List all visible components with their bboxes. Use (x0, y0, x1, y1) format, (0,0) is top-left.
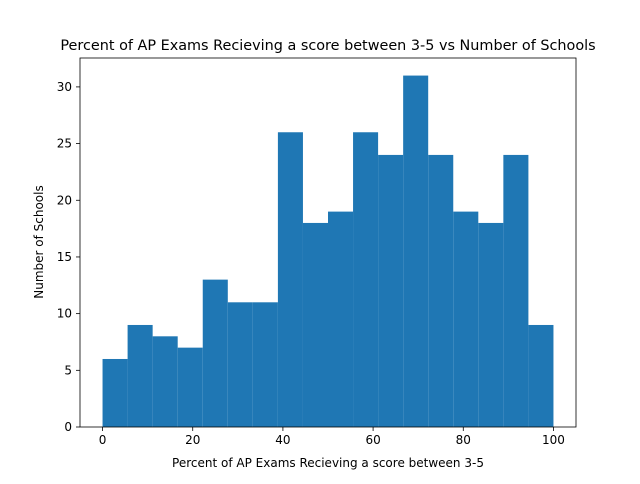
histogram-bar (428, 154, 454, 427)
x-tick-label: 100 (542, 433, 565, 447)
y-tick-label: 25 (57, 137, 72, 151)
histogram-bar (202, 279, 228, 427)
x-tick-label: 0 (99, 433, 107, 447)
y-axis-label: Number of Schools (32, 185, 46, 299)
chart-title: Percent of AP Exams Recieving a score be… (60, 38, 595, 54)
histogram-bar (403, 75, 429, 428)
histogram-bar (277, 132, 303, 427)
y-tick-label: 30 (57, 80, 72, 94)
y-tick-label: 15 (57, 250, 72, 264)
histogram-bar (227, 302, 253, 427)
histogram-bar (453, 211, 479, 427)
bars-layer (102, 75, 554, 428)
y-tick-label: 10 (57, 307, 72, 321)
x-tick-label: 60 (365, 433, 380, 447)
y-tick-label: 20 (57, 193, 72, 207)
x-axis-label: Percent of AP Exams Recieving a score be… (172, 456, 484, 470)
histogram-bar (127, 324, 153, 427)
axes-layer: 0 20 40 60 80 100 0 5 10 15 20 25 30 (57, 57, 577, 447)
histogram-bar (102, 358, 128, 427)
histogram-bar (478, 222, 504, 427)
histogram-bar (302, 222, 328, 427)
x-tick-label: 40 (275, 433, 290, 447)
histogram-bar (528, 324, 554, 427)
histogram-bar (378, 154, 404, 427)
x-tick-label: 80 (456, 433, 471, 447)
histogram-bar (152, 336, 178, 427)
y-tick-label: 5 (64, 363, 72, 377)
plot-frame (79, 57, 577, 428)
x-tick-label: 20 (185, 433, 200, 447)
histogram-bar (177, 347, 203, 427)
histogram-bar (503, 154, 529, 427)
histogram-bar (353, 132, 379, 427)
y-tick-label: 0 (64, 420, 72, 434)
histogram-bar (252, 302, 278, 427)
histogram-bar (328, 211, 354, 427)
